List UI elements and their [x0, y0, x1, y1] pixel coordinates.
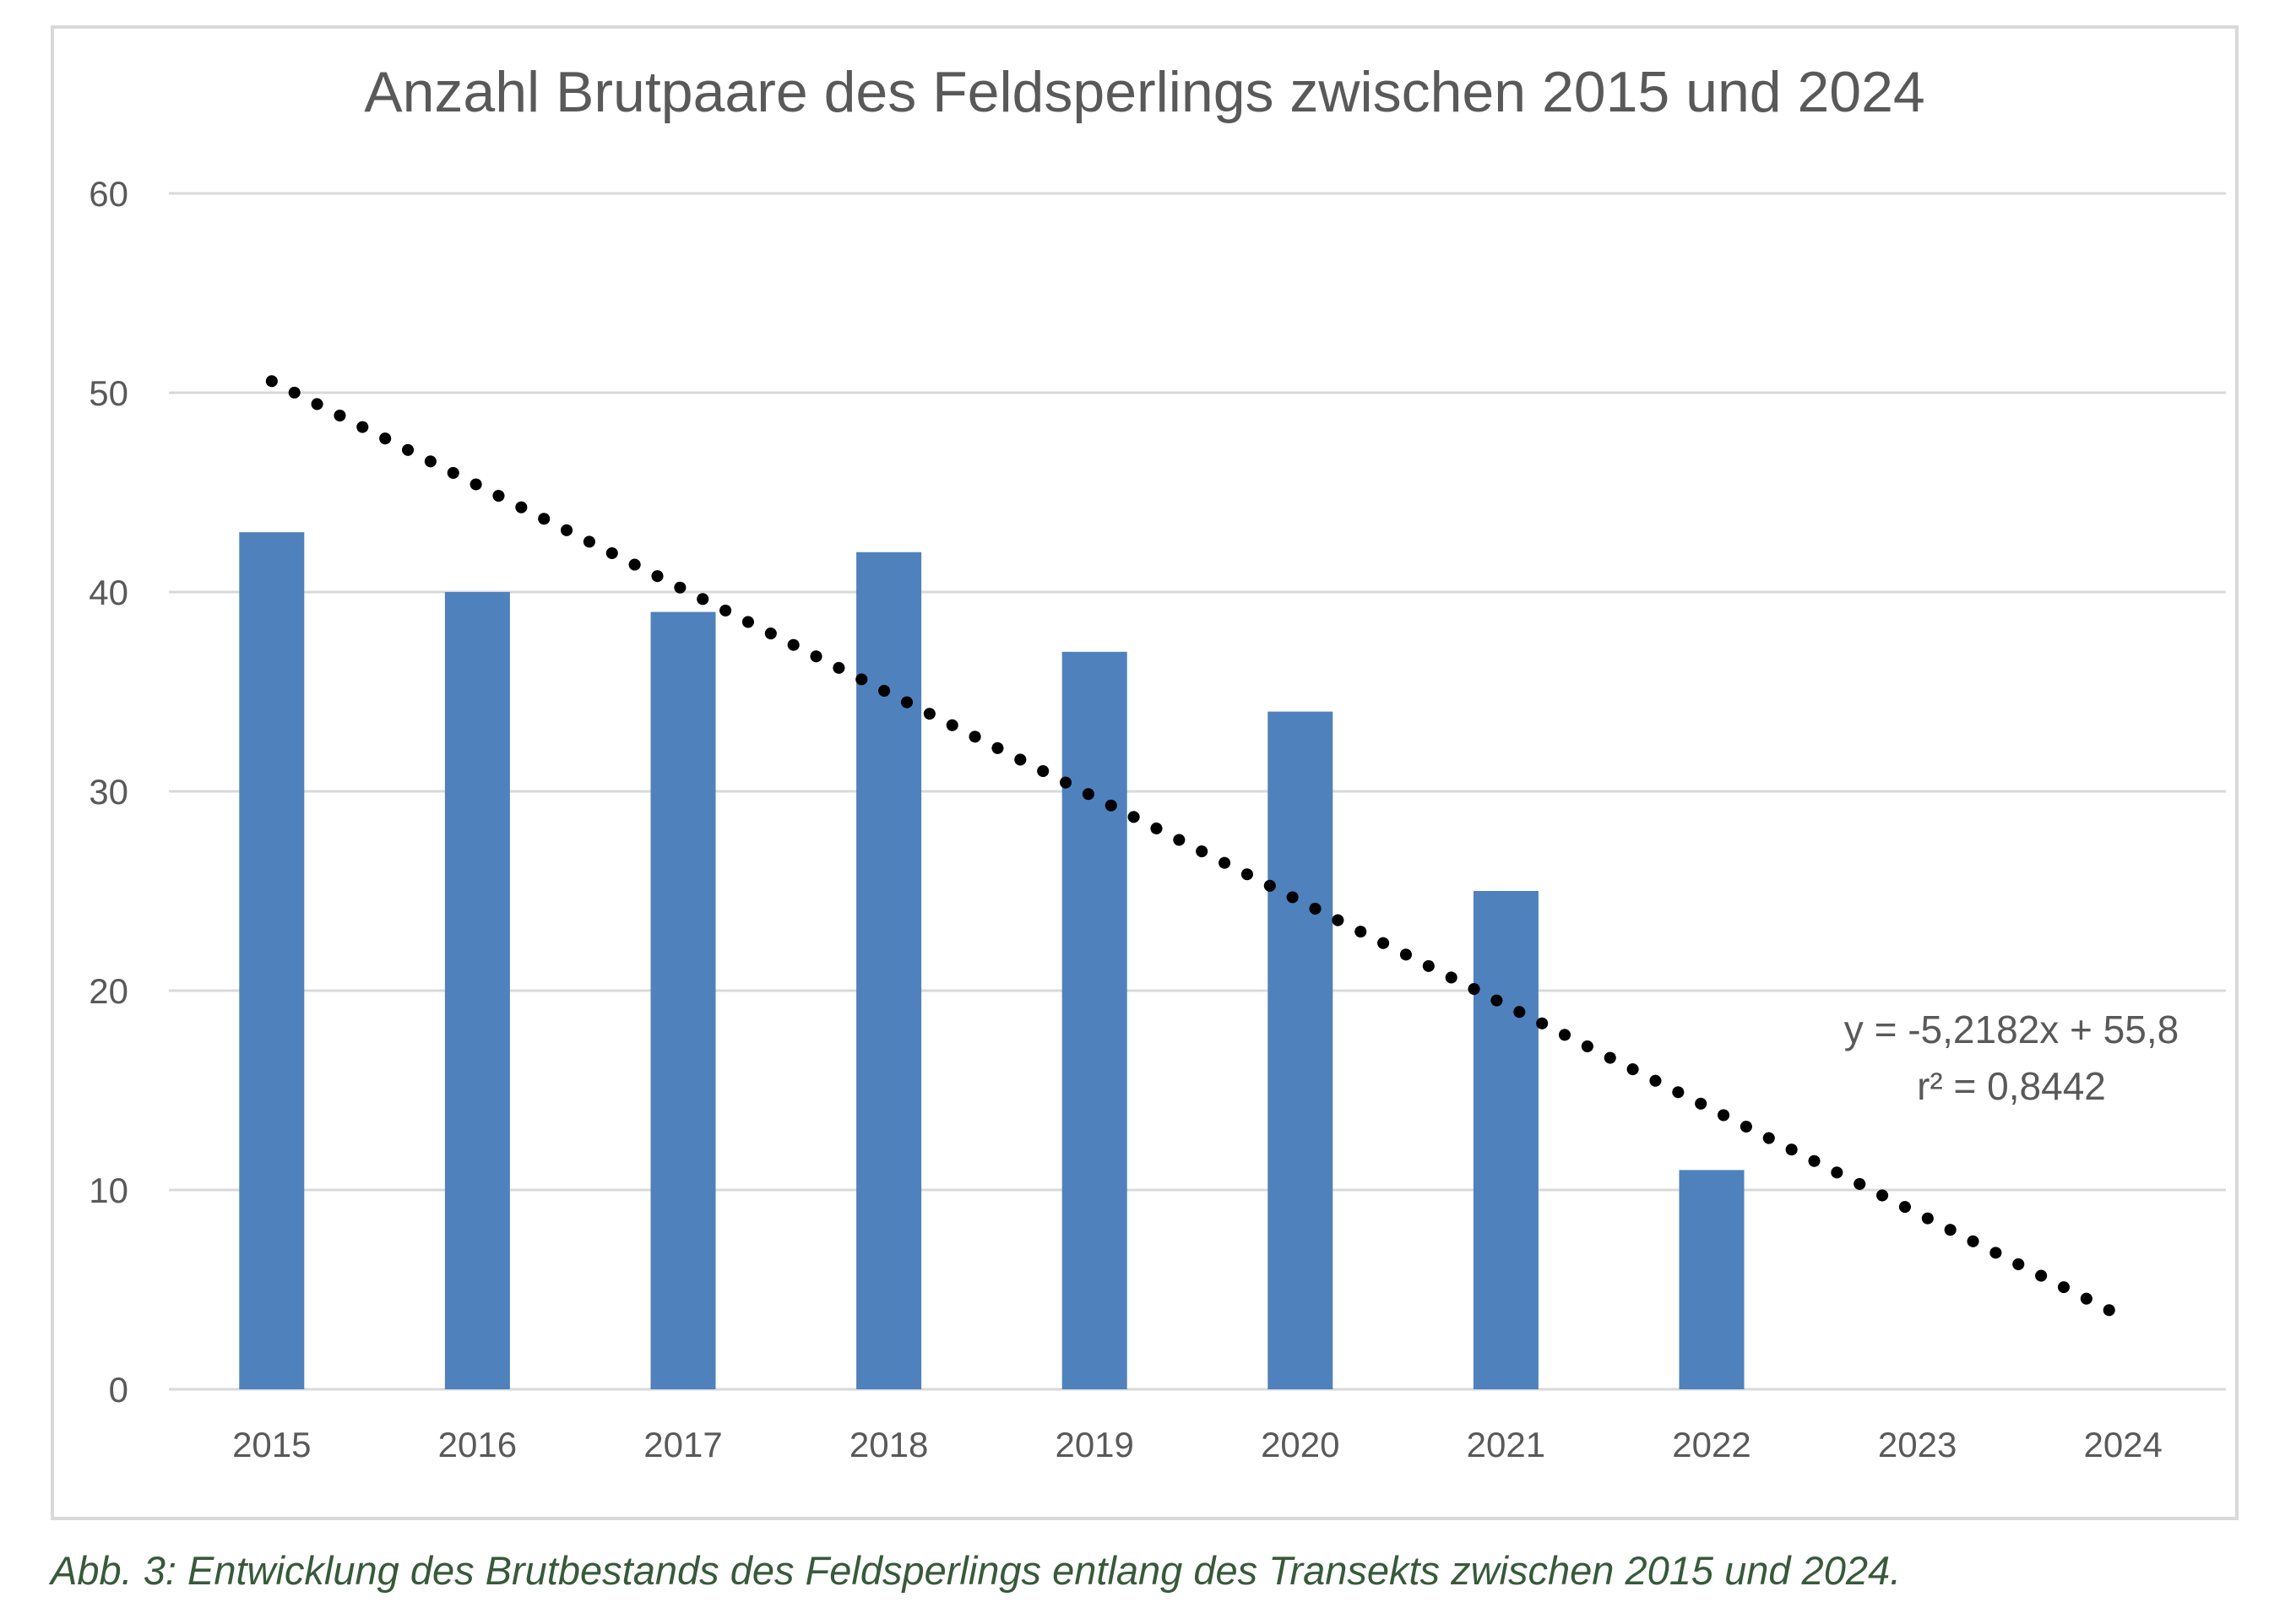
y-tick-label-50: 50 — [89, 373, 128, 413]
x-tick-label-2017: 2017 — [643, 1425, 722, 1464]
x-tick-label-2021: 2021 — [1467, 1425, 1545, 1464]
trendline-r-squared: r² = 0,8442 — [1917, 1064, 2106, 1108]
y-tick-label-20: 20 — [89, 971, 128, 1011]
x-tick-label-2020: 2020 — [1261, 1425, 1339, 1464]
x-tick-label-2024: 2024 — [2083, 1425, 2162, 1464]
y-axis-ticks: 0 10 20 30 40 50 60 — [89, 174, 128, 1410]
y-tick-label-0: 0 — [109, 1370, 128, 1410]
gridlines — [169, 192, 2226, 1391]
x-tick-label-2016: 2016 — [438, 1425, 517, 1464]
chart-frame: Anzahl Brutpaare des Feldsperlings zwisc… — [51, 25, 2239, 1520]
y-tick-label-60: 60 — [89, 174, 128, 214]
x-tick-label-2022: 2022 — [1672, 1425, 1750, 1464]
trendline-line — [265, 375, 2130, 1323]
y-tick-label-10: 10 — [89, 1171, 128, 1210]
bar-2019 — [1061, 651, 1127, 1389]
bar-2016 — [444, 592, 510, 1389]
x-tick-label-2018: 2018 — [849, 1425, 928, 1464]
figure-caption: Abb. 3: Entwicklung des Brutbestands des… — [51, 1548, 1902, 1593]
x-axis-ticks: 2015 2016 2017 2018 2019 2020 2021 2022 2023 2024 — [232, 1425, 2163, 1464]
trendline-equation: y = -5,2182x + 55,8 — [1844, 1008, 2179, 1051]
bar-2015 — [239, 532, 305, 1389]
y-tick-label-30: 30 — [89, 772, 128, 812]
trendline — [265, 375, 2130, 1323]
bar-2017 — [650, 611, 716, 1389]
bars — [239, 532, 1745, 1389]
bar-2021 — [1473, 891, 1539, 1389]
bar-2020 — [1267, 711, 1333, 1389]
x-tick-label-2015: 2015 — [232, 1425, 311, 1464]
bar-2022 — [1679, 1170, 1745, 1389]
y-tick-label-40: 40 — [89, 573, 128, 612]
chart-title: Anzahl Brutpaare des Feldsperlings zwisc… — [364, 60, 1925, 124]
x-tick-label-2019: 2019 — [1055, 1425, 1133, 1464]
x-tick-label-2023: 2023 — [1878, 1425, 1957, 1464]
